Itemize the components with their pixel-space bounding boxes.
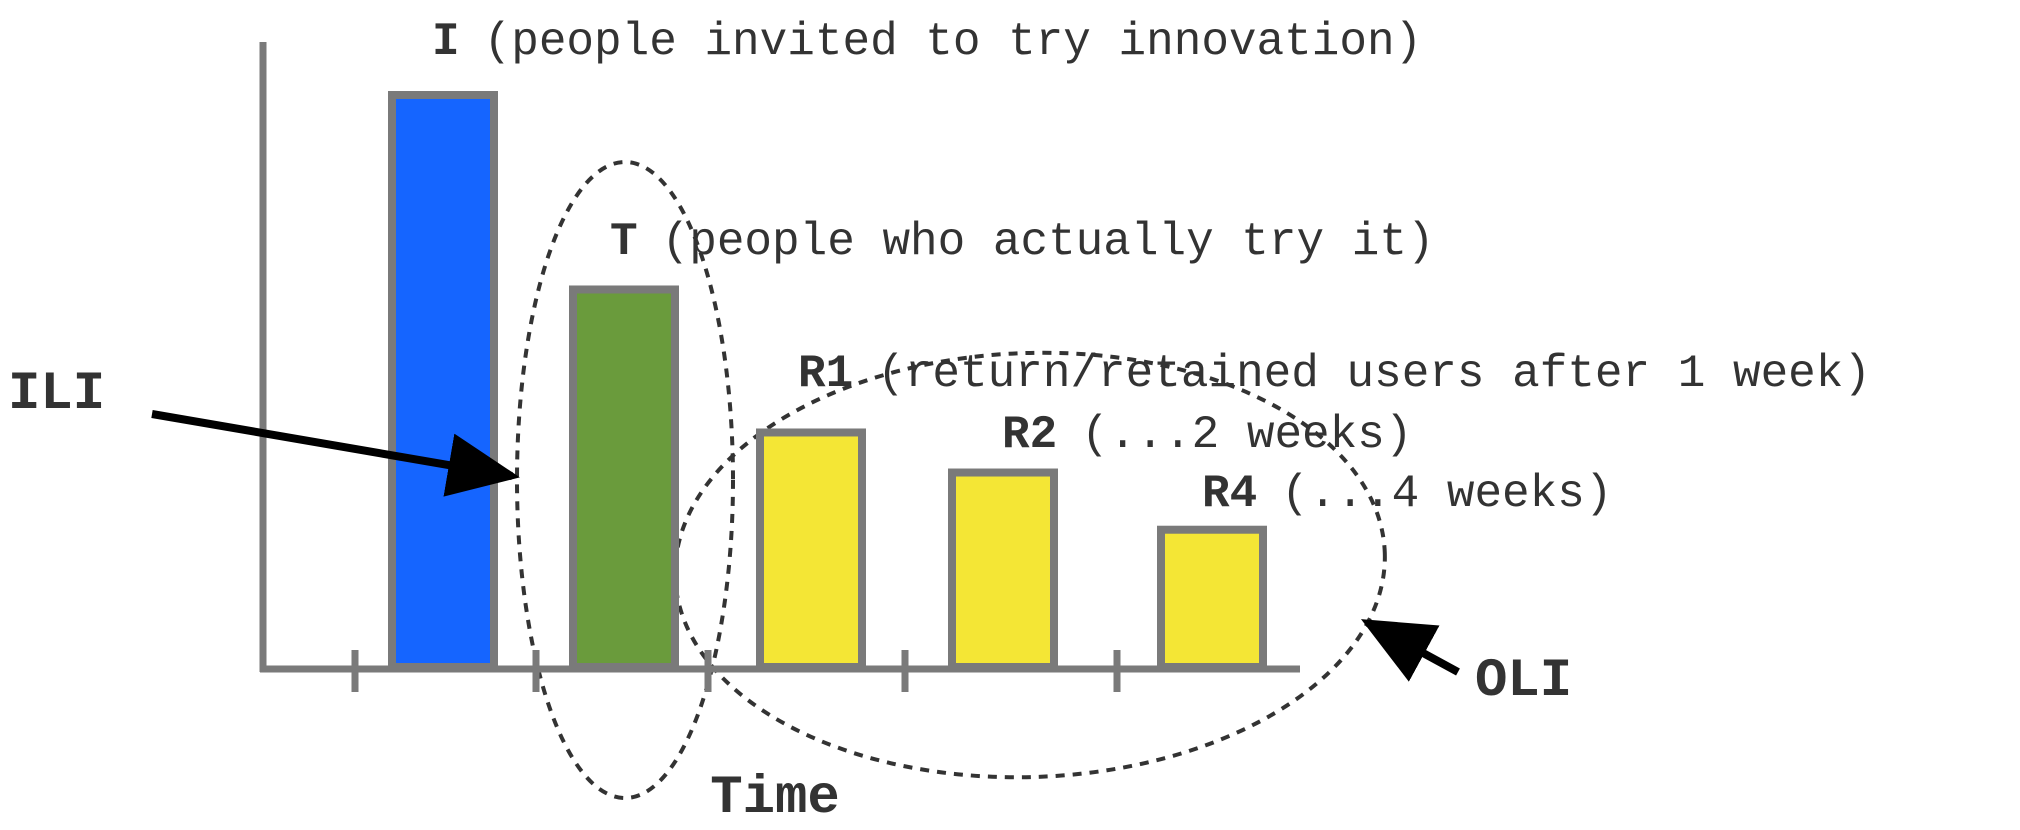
bar-R2 xyxy=(948,468,1058,671)
bar-label-R2: R2 (...2 weeks) xyxy=(1002,409,1412,461)
x-axis-label: Time xyxy=(710,768,840,829)
bar-T xyxy=(569,285,679,671)
bar-label-I: I (people invited to try innovation) xyxy=(432,16,1422,68)
ili-group-ellipse xyxy=(515,160,735,800)
annotation-oli: OLI xyxy=(1475,651,1572,712)
bar-I xyxy=(388,91,498,671)
bar-R4 xyxy=(1157,525,1267,671)
oli-arrow xyxy=(1360,619,1460,682)
x-axis-ticks xyxy=(351,650,1121,692)
bar-R1 xyxy=(756,428,866,672)
ili-arrow xyxy=(151,410,520,497)
bar-label-R4: R4 (...4 weeks) xyxy=(1202,468,1612,520)
annotation-ili: ILI xyxy=(8,364,105,425)
bar-label-R1: R1 (return/retained users after 1 week) xyxy=(798,348,1871,400)
bar-label-T: T (people who actually try it) xyxy=(610,216,1435,268)
